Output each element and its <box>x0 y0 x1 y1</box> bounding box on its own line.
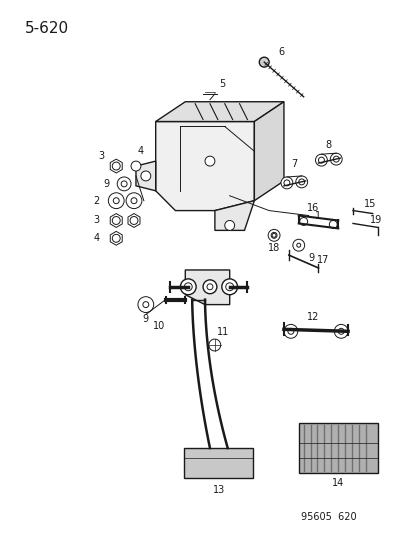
Polygon shape <box>155 102 283 122</box>
Circle shape <box>204 156 214 166</box>
Polygon shape <box>298 423 377 473</box>
Polygon shape <box>110 231 122 245</box>
Circle shape <box>333 325 347 338</box>
Polygon shape <box>155 122 254 211</box>
Text: 5: 5 <box>219 79 225 89</box>
Circle shape <box>328 221 337 229</box>
Circle shape <box>259 57 268 67</box>
Text: 9: 9 <box>142 314 149 325</box>
Text: 11: 11 <box>216 327 228 337</box>
Circle shape <box>299 217 307 225</box>
Text: 16: 16 <box>307 203 319 213</box>
Circle shape <box>108 193 124 208</box>
Text: 3: 3 <box>93 215 99 225</box>
Polygon shape <box>128 214 140 228</box>
Circle shape <box>330 153 341 165</box>
Circle shape <box>202 280 216 294</box>
Polygon shape <box>135 161 155 191</box>
Circle shape <box>221 279 237 295</box>
Polygon shape <box>214 201 254 230</box>
Text: 4: 4 <box>138 146 144 156</box>
Text: 6: 6 <box>277 47 283 57</box>
Text: 95605  620: 95605 620 <box>300 512 355 522</box>
Polygon shape <box>110 159 122 173</box>
Polygon shape <box>110 214 122 228</box>
Text: 9: 9 <box>308 253 314 263</box>
Text: 5-620: 5-620 <box>24 21 69 36</box>
Polygon shape <box>185 270 229 304</box>
Text: 14: 14 <box>331 478 344 488</box>
Circle shape <box>180 279 196 295</box>
Circle shape <box>138 297 153 312</box>
Text: 10: 10 <box>152 321 164 332</box>
Circle shape <box>295 176 307 188</box>
Text: 18: 18 <box>267 243 280 253</box>
Text: 13: 13 <box>212 484 224 495</box>
Text: 9: 9 <box>103 179 109 189</box>
Circle shape <box>268 229 279 241</box>
Circle shape <box>126 193 142 208</box>
Circle shape <box>280 177 292 189</box>
Text: 17: 17 <box>316 255 329 265</box>
Text: 3: 3 <box>98 151 104 161</box>
Polygon shape <box>254 102 283 201</box>
Text: 12: 12 <box>306 312 319 322</box>
Text: 2: 2 <box>93 196 100 206</box>
Text: 7: 7 <box>290 159 296 169</box>
Circle shape <box>283 325 297 338</box>
Circle shape <box>292 239 304 251</box>
Polygon shape <box>184 448 253 478</box>
Circle shape <box>117 177 131 191</box>
Circle shape <box>140 171 150 181</box>
Circle shape <box>315 154 327 166</box>
Text: 19: 19 <box>369 215 381 225</box>
Circle shape <box>131 161 140 171</box>
Circle shape <box>224 221 234 230</box>
Text: 15: 15 <box>363 199 375 208</box>
Text: 4: 4 <box>93 233 99 243</box>
Text: 1: 1 <box>315 211 321 221</box>
Text: 8: 8 <box>325 140 331 150</box>
